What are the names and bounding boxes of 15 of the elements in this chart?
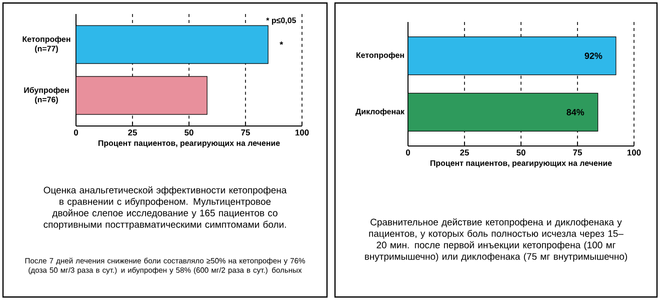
data-label: 84% [566,109,584,116]
x-tick-label: 75 [241,130,250,136]
text: Оценка анальгетической эффективности кетопрофена в сравнении с ибупрофеном. Мультицентровое двойное слепое исследование у 165 пациентов со спортивными посттравматическими симптомами боли. [44,186,287,230]
data-label: 92% [584,52,602,59]
x-tick-label: 0 [406,150,410,156]
x-tick-label: 25 [128,130,137,136]
x-tick-label: 25 [460,150,469,156]
x-tick-label: 100 [295,130,309,136]
text: Сравнительное действие кетопрофена и диклофенака у пациентов, у которых боль полностью исчезла через 15–20 мин. после первой инъекции кетопрофена (100 мг внутримышечно) или диклофенака (75 мг внутримышечно) [365,218,628,262]
annotation: * [280,41,284,45]
x-tick-label: 100 [627,150,641,156]
x-tick-label: 0 [74,130,78,136]
x-tick-label: 50 [184,130,194,136]
x-tick-label: 75 [573,150,582,156]
x-tick-label: 50 [516,150,526,156]
